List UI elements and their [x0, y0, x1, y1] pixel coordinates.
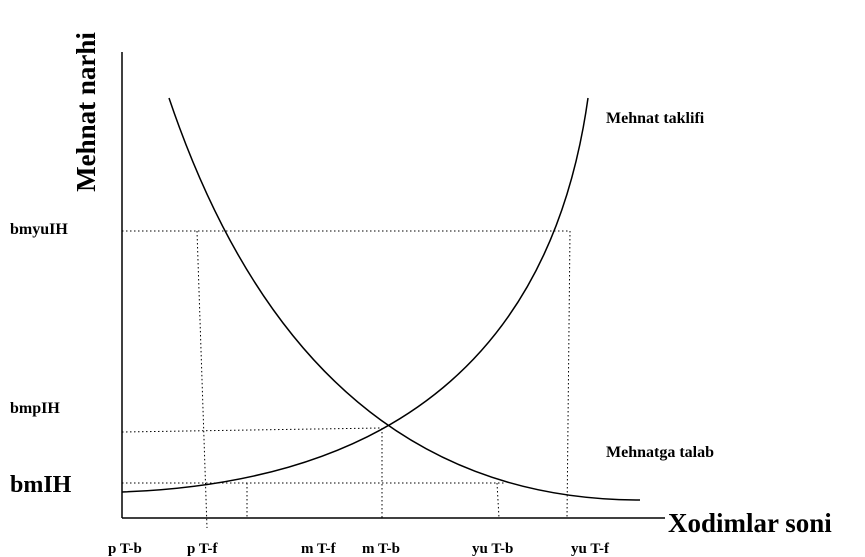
price-level-high: bmyuIH — [10, 221, 68, 238]
x-tick-labels: p T-b p T-f m T-f m T-b yu T-b yu T-f — [108, 541, 610, 557]
price-level-mid: bmpIH — [10, 400, 60, 417]
x-tick-label: yu T-f — [571, 541, 610, 557]
price-level-low: bmIH — [10, 472, 72, 498]
x-tick-label: p T-b — [108, 541, 142, 557]
x-tick-label: m T-f — [301, 541, 337, 557]
x-tick-label: yu T-b — [472, 541, 513, 557]
guide-lines — [121, 230, 571, 529]
x-tick-label: p T-f — [187, 541, 218, 557]
guide-yu-tb — [496, 482, 500, 519]
guide-yu-tf — [566, 230, 571, 519]
demand-label: Mehnatga talab — [606, 444, 714, 461]
x-tick-label: m T-b — [362, 541, 400, 557]
x-axis-label: Xodimlar soni — [668, 508, 832, 538]
demand-curve — [168, 97, 641, 501]
guide-mid-price — [121, 427, 381, 433]
guide-p-tf — [196, 230, 208, 529]
supply-curve — [121, 97, 589, 493]
y-axis-label: Mehnat narhi — [71, 32, 101, 192]
supply-label: Mehnat taklifi — [606, 110, 705, 127]
